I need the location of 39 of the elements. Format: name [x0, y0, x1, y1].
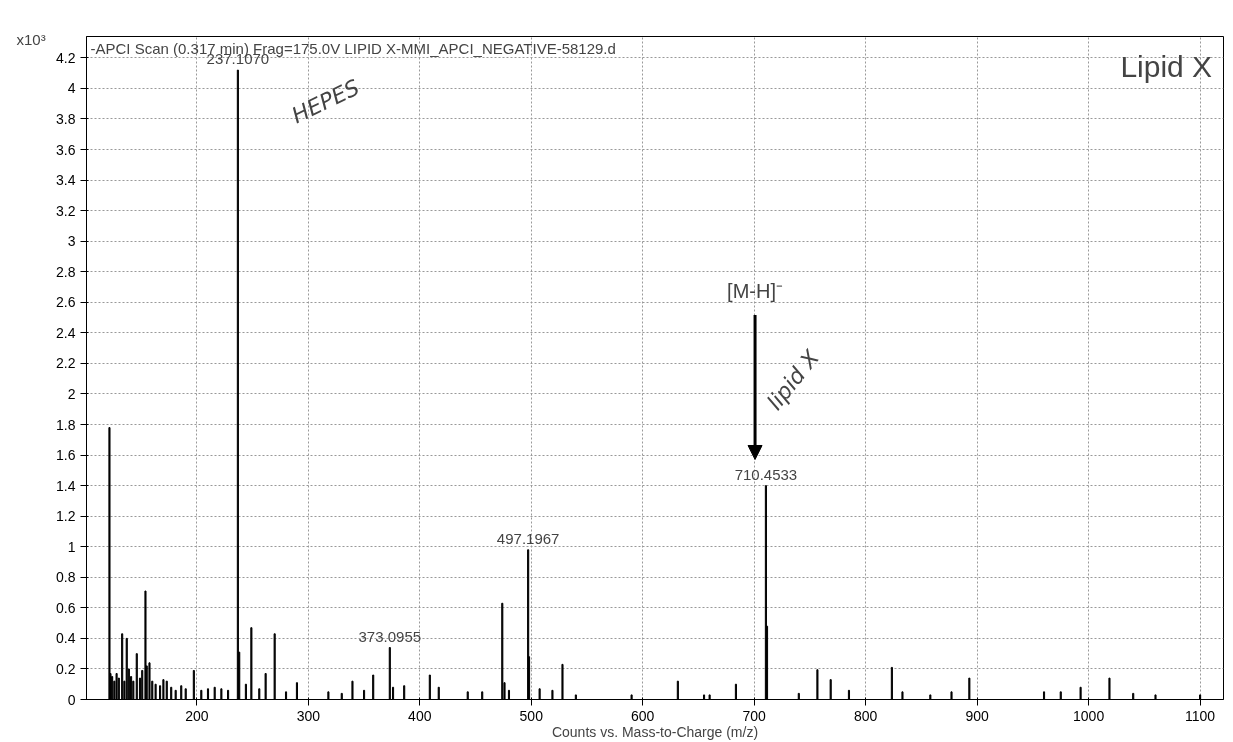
annotation: 710.4533 — [734, 465, 798, 483]
x-tick-label: 500 — [519, 707, 544, 724]
x-tick-label: 200 — [185, 707, 209, 724]
y-tick-label: 3.2 — [56, 202, 76, 219]
y-tick-label: 1.4 — [56, 477, 76, 494]
y-tick-label: 1.2 — [56, 508, 76, 525]
annotation: [M-H]⁻ — [727, 279, 784, 302]
y-tick-label: 0 — [67, 691, 76, 708]
y-tick-label: 4 — [67, 80, 76, 97]
annotation: Lipid X — [1120, 49, 1213, 83]
y-tick-label: 1.8 — [56, 416, 76, 433]
x-tick-label: 300 — [296, 707, 321, 724]
y-tick-label: 2.4 — [56, 324, 76, 341]
y-tick-label: 2.8 — [56, 263, 76, 280]
y-tick-label: 2.2 — [56, 355, 76, 372]
annotation: 497.1967 — [496, 529, 560, 547]
y-tick-label: 4.2 — [56, 49, 76, 66]
x-tick-label: 700 — [742, 707, 767, 724]
y-tick-label: 3.6 — [56, 141, 76, 158]
x-tick-label: 900 — [965, 707, 990, 724]
y-tick-label: 3.8 — [56, 110, 76, 127]
y-axis-title: x10³ — [16, 30, 46, 48]
x-tick-label: 400 — [408, 707, 432, 724]
y-tick-label: 1 — [67, 538, 76, 555]
y-tick-label: 0.6 — [56, 599, 76, 616]
annotation: 373.0955 — [358, 627, 422, 645]
y-tick-label: 0.2 — [56, 660, 76, 677]
x-tick-label: 1000 — [1073, 707, 1105, 724]
x-axis-title: Counts vs. Mass-to-Charge (m/z) — [551, 723, 759, 740]
y-tick-label: 2 — [67, 385, 76, 402]
x-tick-label: 600 — [631, 707, 655, 724]
y-tick-label: 0.4 — [56, 630, 76, 647]
y-tick-label: 2.6 — [56, 294, 76, 311]
x-tick-label: 800 — [854, 707, 878, 724]
y-tick-label: 0.8 — [56, 569, 76, 586]
x-tick-label: 1100 — [1185, 707, 1216, 724]
y-tick-label: 3.4 — [56, 172, 76, 189]
y-tick-label: 3 — [67, 233, 76, 250]
y-tick-label: 1.6 — [56, 447, 76, 464]
